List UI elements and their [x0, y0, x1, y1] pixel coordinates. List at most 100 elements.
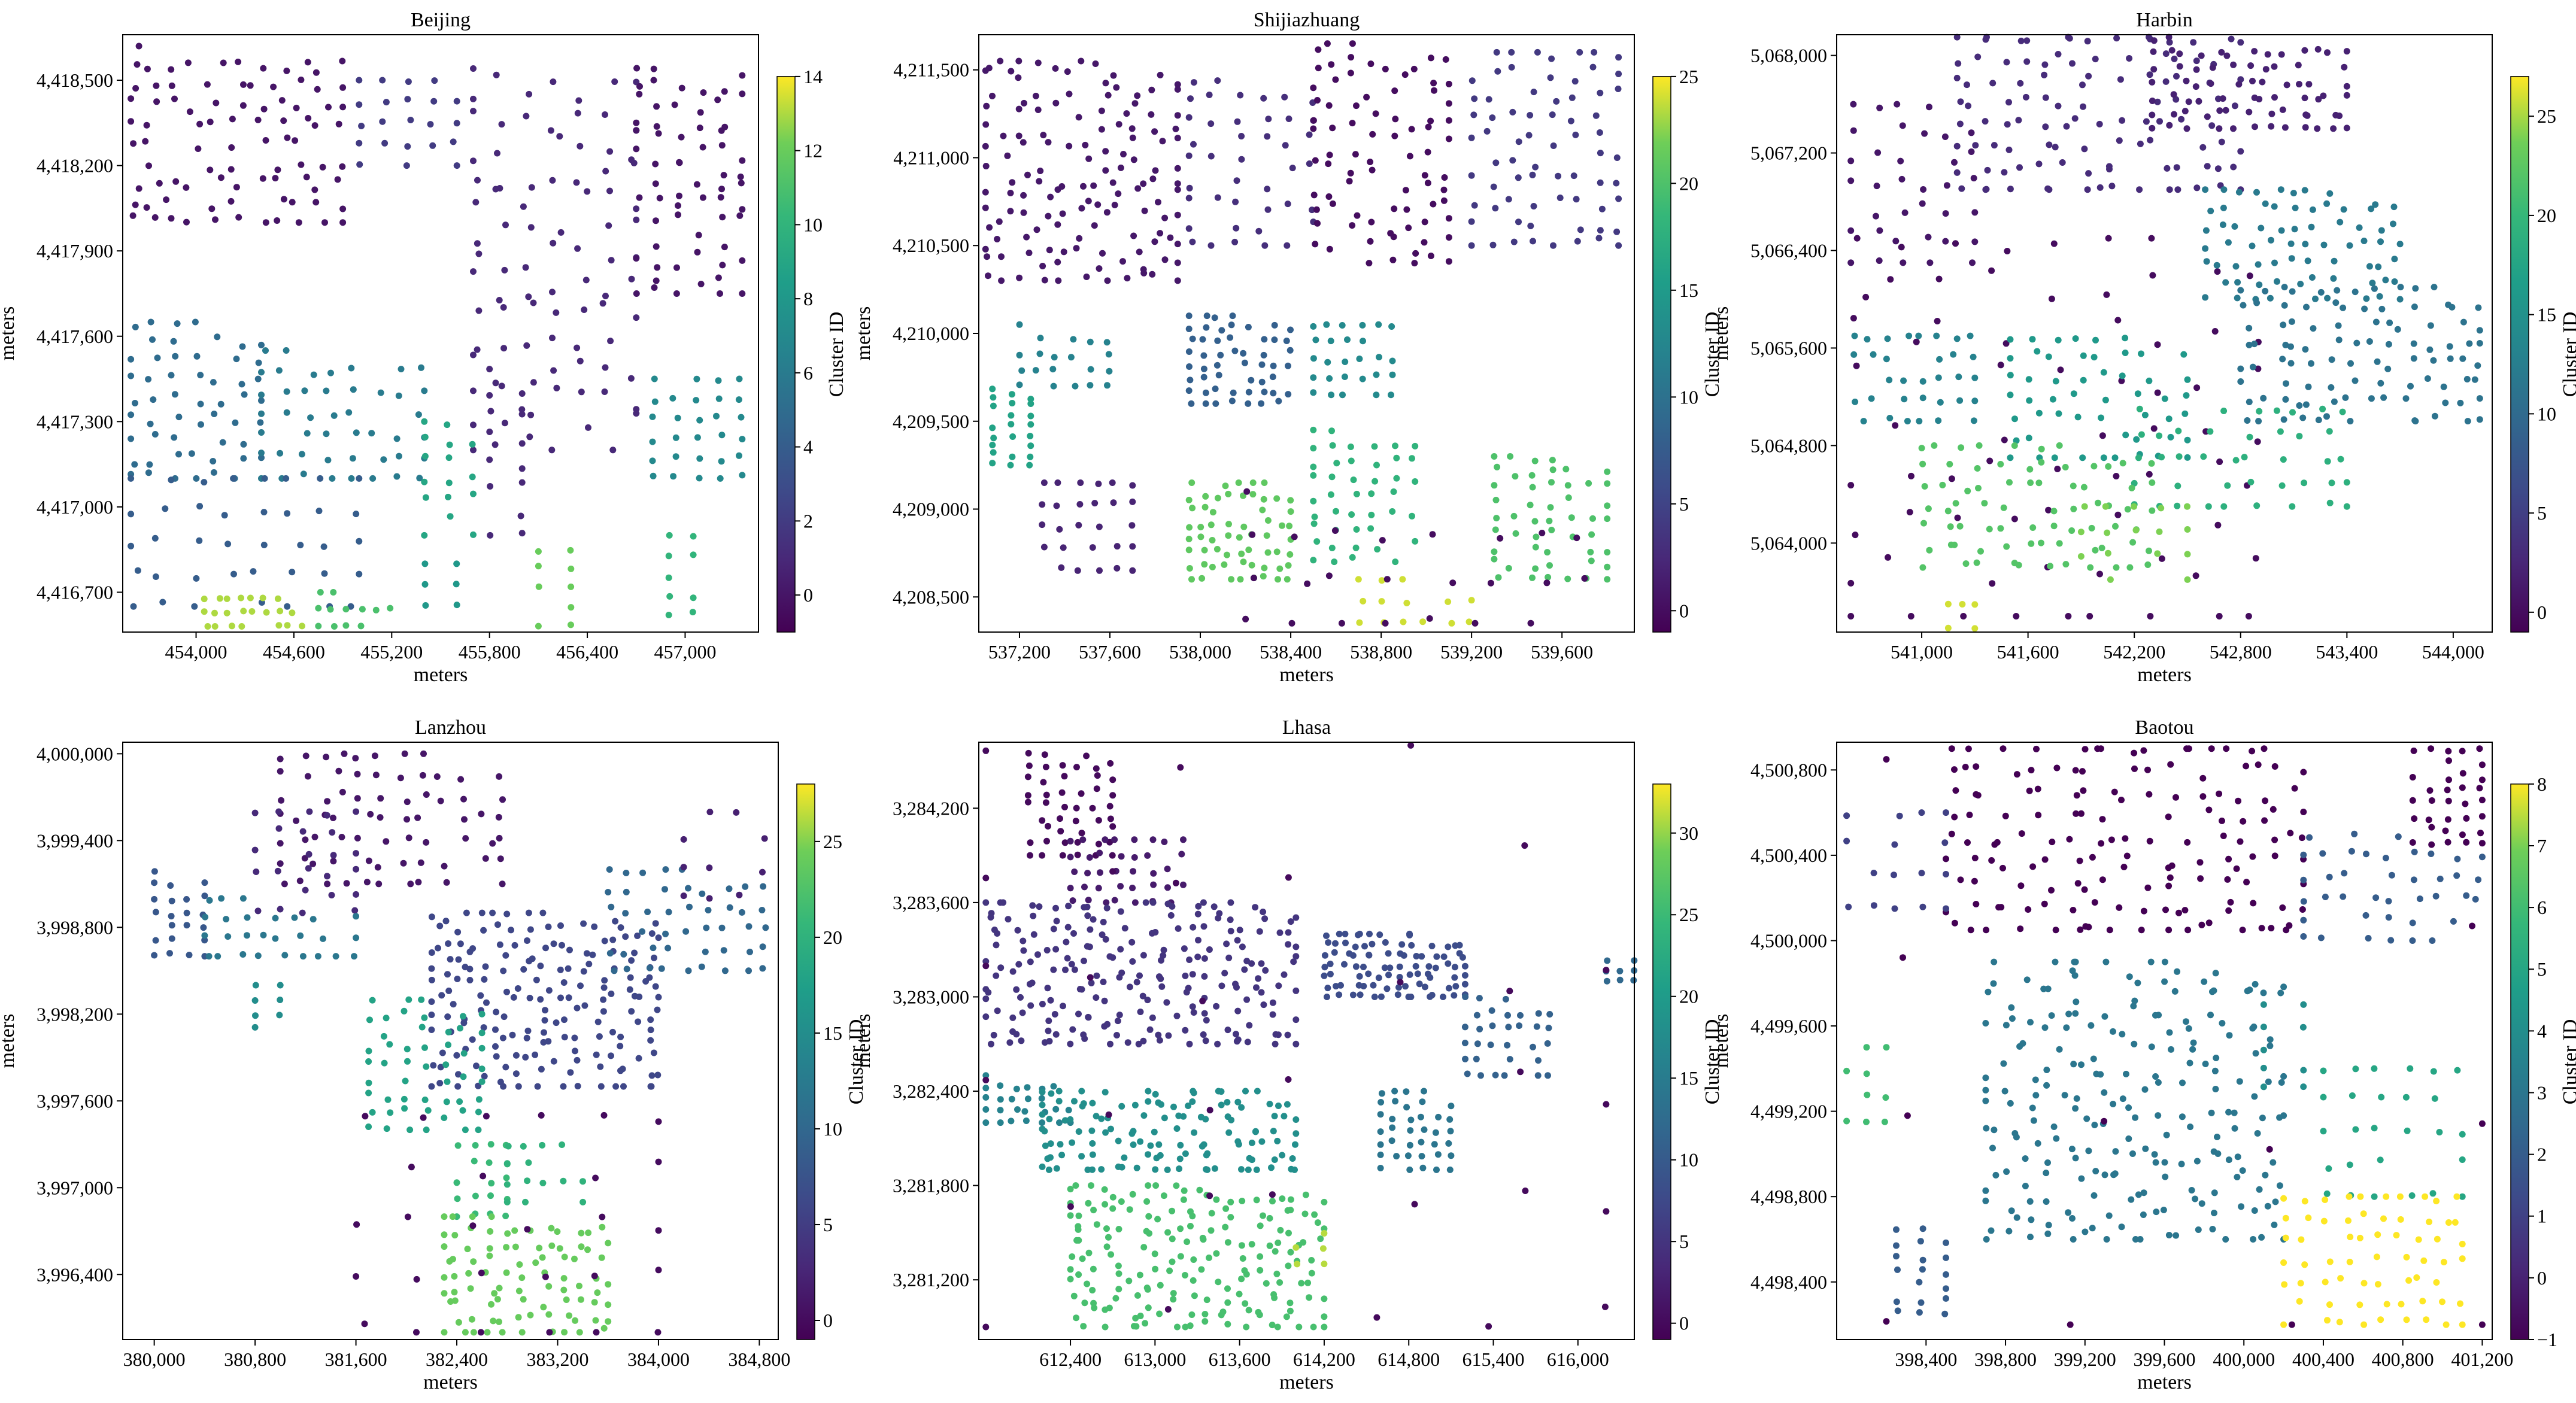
- data-point: [606, 866, 613, 873]
- data-point: [1185, 536, 1193, 542]
- data-point: [1109, 868, 1116, 875]
- data-point: [353, 866, 360, 873]
- data-point: [1090, 182, 1097, 189]
- data-point: [1128, 1130, 1136, 1137]
- data-point: [736, 891, 743, 898]
- data-point: [1368, 218, 1375, 226]
- data-point: [1253, 1197, 1260, 1204]
- data-point: [982, 163, 990, 169]
- data-point: [2266, 1146, 2273, 1153]
- data-point: [539, 1254, 546, 1261]
- data-point: [188, 450, 195, 457]
- data-point: [1242, 615, 1249, 622]
- data-point: [1149, 899, 1157, 906]
- data-point: [284, 622, 291, 629]
- data-point: [2017, 925, 2024, 933]
- data-point: [518, 411, 526, 418]
- data-point: [475, 1096, 483, 1103]
- data-point: [1287, 1299, 1294, 1307]
- data-point: [495, 813, 502, 821]
- data-point: [983, 102, 990, 110]
- cluster-2: [680, 809, 768, 902]
- data-point: [323, 387, 330, 394]
- data-point: [2271, 94, 2278, 101]
- data-point: [1234, 1007, 1242, 1015]
- y-axis: 4,498,4004,498,8004,499,2004,499,6004,50…: [1710, 759, 1837, 1293]
- data-point: [1110, 499, 1117, 506]
- data-point: [1130, 1323, 1137, 1330]
- data-point: [168, 897, 175, 904]
- data-point: [453, 581, 460, 588]
- data-point: [1234, 1036, 1242, 1043]
- data-point: [1200, 352, 1207, 359]
- data-point: [2324, 1317, 2331, 1324]
- y-axis: 4,208,5004,209,0004,209,5004,210,0004,21…: [852, 59, 979, 608]
- data-point: [283, 475, 290, 482]
- data-point: [293, 817, 300, 824]
- data-point: [1099, 931, 1106, 939]
- data-point: [1403, 1104, 1410, 1111]
- data-point: [1289, 165, 1296, 172]
- data-point: [762, 924, 769, 931]
- data-point: [2003, 543, 2010, 550]
- data-point: [2445, 748, 2452, 755]
- data-point: [561, 1253, 568, 1261]
- data-point: [2208, 1109, 2215, 1116]
- data-point: [1257, 1222, 1264, 1229]
- data-point: [2249, 242, 2256, 250]
- data-point: [1131, 899, 1139, 906]
- data-point: [1103, 904, 1110, 912]
- data-point: [2069, 60, 2076, 67]
- data-point: [2265, 1078, 2272, 1085]
- data-point: [2411, 815, 2418, 822]
- data-point: [1431, 1141, 1438, 1148]
- data-point: [2258, 925, 2265, 932]
- data-point: [1187, 1208, 1194, 1215]
- data-point: [377, 389, 384, 396]
- data-point: [1393, 1153, 1400, 1160]
- data-point: [2360, 1210, 2367, 1217]
- data-point: [1177, 764, 1184, 771]
- data-point: [1072, 382, 1079, 390]
- data-point: [1156, 1037, 1163, 1044]
- data-point: [2432, 892, 2440, 900]
- data-point: [2433, 1279, 2440, 1286]
- data-point: [496, 773, 503, 780]
- data-point: [503, 988, 510, 995]
- data-point: [460, 1050, 468, 1057]
- data-point: [2388, 871, 2395, 879]
- data-point: [470, 65, 477, 72]
- data-point: [2385, 898, 2392, 905]
- data-point: [2230, 61, 2237, 68]
- data-point: [1431, 87, 1437, 94]
- data-point: [1174, 1323, 1181, 1331]
- data-point: [168, 215, 175, 222]
- data-point: [1613, 228, 1621, 235]
- data-point: [1136, 1271, 1143, 1279]
- data-point: [1186, 184, 1193, 192]
- data-point: [1275, 1239, 1282, 1246]
- data-point: [1137, 1313, 1144, 1319]
- data-point: [633, 78, 640, 86]
- data-point: [1389, 256, 1397, 263]
- data-point: [560, 979, 568, 986]
- data-point: [1331, 558, 1338, 566]
- data-point: [2343, 48, 2350, 55]
- data-point: [1312, 241, 1319, 248]
- data-point: [1981, 500, 1988, 507]
- data-point: [573, 179, 580, 186]
- data-point: [1402, 187, 1409, 194]
- data-point: [457, 776, 465, 783]
- data-point: [2173, 794, 2179, 801]
- data-point: [1224, 1113, 1231, 1120]
- data-point: [2296, 81, 2302, 88]
- data-point: [982, 995, 990, 1003]
- data-point: [696, 455, 703, 462]
- data-point: [339, 84, 347, 91]
- data-point: [1597, 89, 1604, 96]
- data-point: [654, 1071, 662, 1079]
- data-point: [1151, 1250, 1158, 1258]
- colorbar-tick-label: 20: [1679, 986, 1698, 1007]
- data-point: [2149, 78, 2156, 86]
